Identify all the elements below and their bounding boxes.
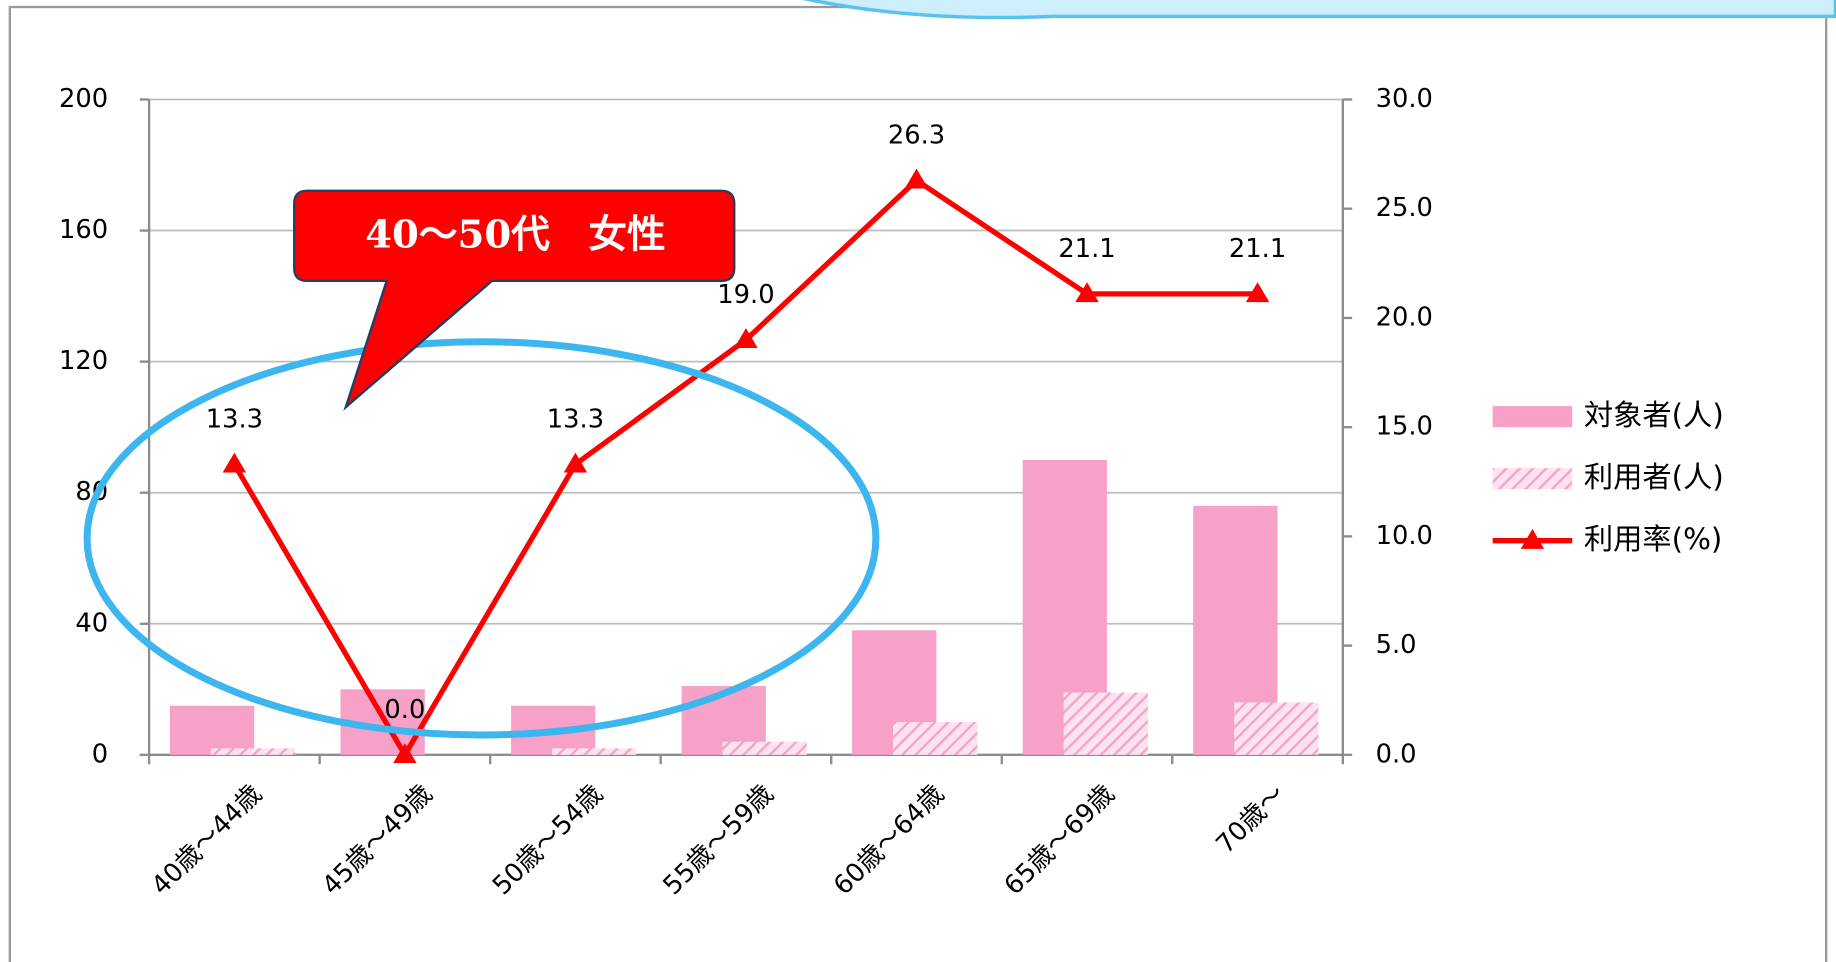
bar [210,748,296,755]
marker [222,452,247,473]
y2-tick-label: 30.0 [1376,84,1433,114]
marker [904,168,929,189]
y2-tick-label: 15.0 [1376,412,1433,442]
marker [734,328,758,348]
data-label: 19.0 [717,280,774,310]
y-tick-label: 200 [59,84,108,114]
bar [552,748,637,755]
y2-tick-label: 5.0 [1376,630,1417,660]
data-label: 13.3 [547,404,604,434]
marker [1245,282,1270,303]
bar [170,705,255,755]
data-label: 21.1 [1229,234,1286,264]
y-tick-label: 40 [75,608,108,638]
legend-label: 対象者(人) [1584,398,1724,432]
y-tick-label: 120 [59,346,108,376]
legend-label: 利用者(人) [1584,460,1724,494]
y2-tick-label: 20.0 [1376,302,1433,332]
highlight-ellipse [83,338,880,739]
y-tick-label: 160 [59,215,108,245]
bar [893,722,978,755]
legend-swatch [1492,468,1573,490]
y-tick-label: 0 [92,739,108,769]
data-label: 0.0 [384,695,425,725]
bar [1234,702,1319,755]
data-label: 21.1 [1058,234,1115,264]
marker [563,452,588,473]
marker [1075,282,1099,303]
callout-text: 40～50代 女性 [365,213,666,258]
callout [293,189,736,411]
marker [393,743,417,764]
legend-marker [1520,528,1545,549]
y2-tick-label: 0.0 [1376,739,1417,769]
bar [1063,692,1148,755]
data-label: 26.3 [888,120,945,150]
data-label: 13.3 [206,404,263,434]
decoration [802,0,1836,20]
bar [722,741,807,755]
legend-swatch [1492,406,1573,428]
y2-tick-label: 10.0 [1376,521,1433,551]
y2-tick-label: 25.0 [1376,193,1433,223]
legend-label: 利用率(%) [1584,522,1722,556]
